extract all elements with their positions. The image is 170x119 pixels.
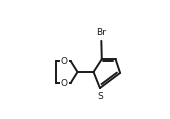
Text: O: O <box>61 79 68 87</box>
Text: S: S <box>97 92 103 101</box>
Text: O: O <box>61 57 68 66</box>
Text: Br: Br <box>96 28 106 37</box>
